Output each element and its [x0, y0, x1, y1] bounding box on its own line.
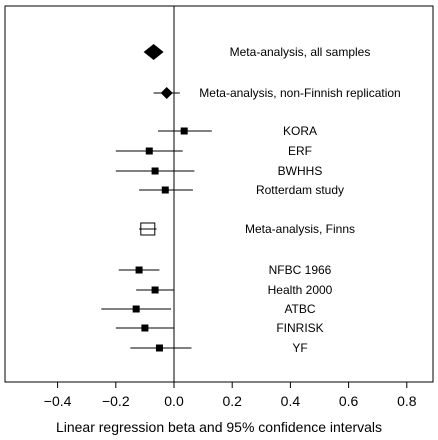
estimate-marker: [151, 167, 159, 175]
estimate-marker: [155, 344, 163, 352]
estimate-marker: [132, 305, 140, 313]
x-tick-label: 0.2: [222, 393, 242, 409]
forest-row: Meta-analysis, all samples: [143, 44, 371, 60]
estimate-marker: [143, 44, 164, 60]
x-tick-label: −0.2: [102, 393, 130, 409]
row-label: Meta-analysis, Finns: [245, 222, 355, 236]
forest-row: ATBC: [101, 302, 316, 316]
estimate-marker: [141, 324, 149, 332]
forest-row: ERF: [115, 144, 312, 158]
row-label: BWHHS: [278, 164, 323, 178]
forest-row: KORA: [157, 124, 317, 138]
estimate-marker: [161, 186, 169, 194]
row-label: Rotterdam study: [256, 183, 344, 197]
row-label: FINRISK: [276, 321, 323, 335]
x-axis: −0.4 −0.2 0.0 0.2 0.4 0.6 0.8: [44, 382, 417, 409]
forest-row: Health 2000: [136, 283, 333, 297]
row-label: Meta-analysis, all samples: [230, 45, 371, 59]
forest-row: YF: [130, 341, 308, 355]
forest-row: BWHHS: [115, 164, 323, 178]
x-tick-label: −0.4: [44, 393, 72, 409]
x-tick-label: 0.6: [339, 393, 359, 409]
x-tick-label: 0.8: [397, 393, 417, 409]
forest-row: Meta-analysis, non-Finnish replication: [153, 86, 401, 100]
row-label: Health 2000: [268, 283, 333, 297]
estimate-marker: [180, 127, 188, 135]
forest-row: Rotterdam study: [139, 183, 344, 197]
row-label: ATBC: [284, 302, 315, 316]
row-label: NFBC 1966: [269, 263, 332, 277]
forest-row: FINRISK: [115, 321, 324, 335]
estimate-marker: [160, 87, 173, 99]
estimate-marker: [145, 147, 153, 155]
x-tick-label: 0.0: [164, 393, 184, 409]
row-label: ERF: [288, 144, 312, 158]
row-label: KORA: [283, 124, 317, 138]
plot-frame: [4, 5, 434, 383]
row-label: YF: [292, 341, 307, 355]
estimate-marker: [151, 286, 159, 294]
estimate-marker: [135, 266, 143, 274]
forest-rows: Meta-analysis, all samples Meta-analysis,…: [101, 44, 401, 355]
x-axis-title: Linear regression beta and 95% confidenc…: [56, 419, 382, 435]
x-tick-label: 0.4: [281, 393, 301, 409]
forest-row: Meta-analysis, Finns: [139, 222, 355, 236]
forest-row: NFBC 1966: [118, 263, 332, 277]
row-label: Meta-analysis, non-Finnish replication: [199, 86, 400, 100]
